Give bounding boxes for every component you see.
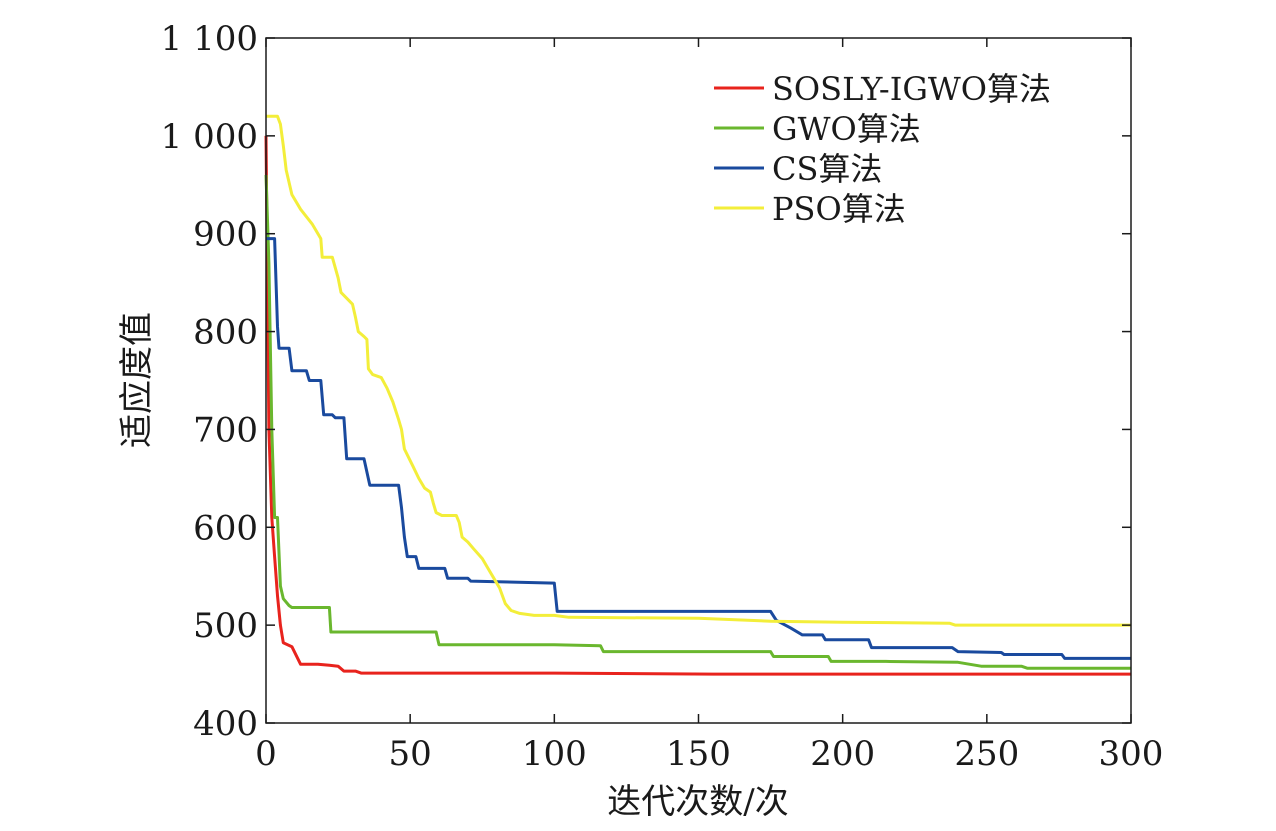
plot-frame [265, 37, 1132, 724]
legend-label: CS算法 [772, 150, 882, 188]
x-tick-label: 150 [666, 734, 731, 774]
x-axis-title: 迭代次数/次 [607, 782, 788, 822]
series-line-1 [264, 135, 1131, 676]
x-tick-label: 0 [255, 734, 277, 774]
series-layer [264, 114, 1131, 676]
plot-area: 0 50 100 150 200 250 300 400 500 600 700 800 900 1 00… [161, 19, 1164, 774]
y-tick-label: 1 000 [161, 117, 258, 157]
series-line-4 [266, 114, 1131, 627]
legend-label: GWO算法 [772, 110, 921, 148]
x-tick-label: 200 [810, 734, 875, 774]
x-tick-label: 250 [954, 734, 1019, 774]
y-tick-label: 700 [193, 410, 258, 450]
y-tick-label: 400 [193, 704, 258, 744]
y-tick-label: 600 [193, 508, 258, 548]
series-line-2 [264, 174, 1131, 670]
legend-label: PSO算法 [772, 190, 906, 228]
x-tick-label: 300 [1099, 734, 1164, 774]
y-tick-label: 800 [193, 313, 258, 353]
series-line-3 [266, 237, 1131, 660]
x-tick-label: 100 [522, 734, 587, 774]
y-tick-label: 1 100 [161, 19, 258, 59]
ticks-layer: 0 50 100 150 200 250 300 400 500 600 700 800 900 1 00… [161, 19, 1164, 774]
legend-label: SOSLY-IGWO算法 [772, 70, 1051, 108]
x-tick-label: 50 [389, 734, 432, 774]
y-tick-label: 900 [193, 215, 258, 255]
y-tick-label: 500 [193, 606, 258, 646]
y-axis-title: 适应度值 [117, 312, 157, 448]
